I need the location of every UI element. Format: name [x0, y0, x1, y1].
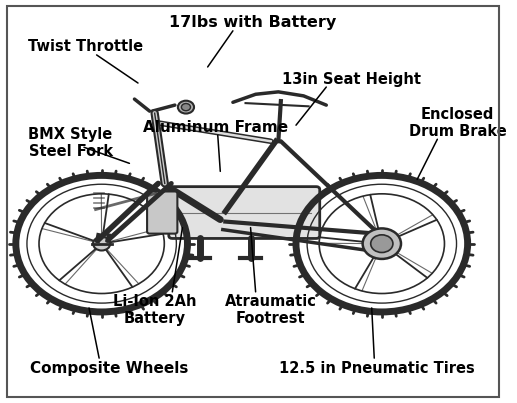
Text: Enclosed
Drum Brake: Enclosed Drum Brake — [408, 107, 507, 139]
Circle shape — [371, 235, 393, 253]
Text: 13in Seat Height: 13in Seat Height — [282, 71, 421, 87]
Text: 17lbs with Battery: 17lbs with Battery — [170, 15, 337, 30]
Text: 12.5 in Pneumatic Tires: 12.5 in Pneumatic Tires — [279, 361, 475, 376]
FancyBboxPatch shape — [147, 191, 177, 234]
Circle shape — [373, 237, 390, 251]
Text: Li-Ion 2Ah
Battery: Li-Ion 2Ah Battery — [113, 294, 196, 326]
Text: BMX Style
Steel Fork: BMX Style Steel Fork — [28, 127, 113, 160]
Text: Composite Wheels: Composite Wheels — [30, 361, 188, 376]
FancyBboxPatch shape — [169, 187, 320, 239]
Text: Aluminum Frame: Aluminum Frame — [143, 120, 288, 135]
Text: Atraumatic
Footrest: Atraumatic Footrest — [225, 294, 317, 326]
Text: Twist Throttle: Twist Throttle — [28, 39, 144, 54]
Circle shape — [93, 237, 110, 251]
Circle shape — [181, 104, 190, 111]
Circle shape — [362, 229, 401, 259]
Circle shape — [178, 101, 194, 114]
